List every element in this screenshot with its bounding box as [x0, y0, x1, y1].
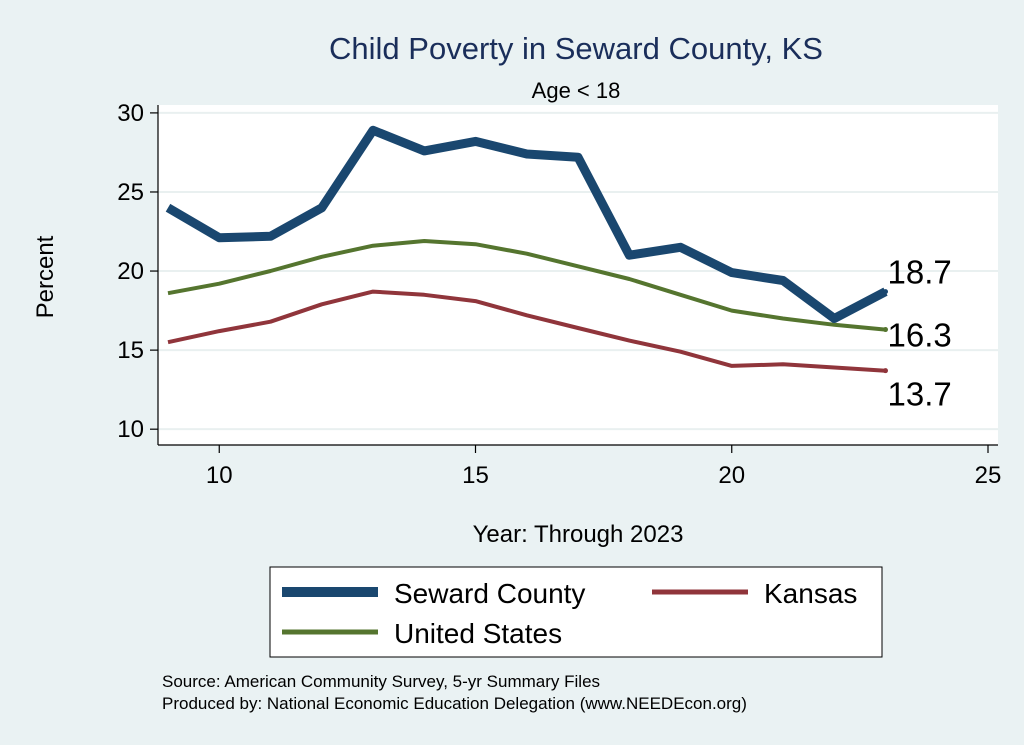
x-axis-title: Year: Through 2023	[473, 521, 684, 548]
end-label-kansas: 13.7	[888, 376, 952, 413]
legend-label-united-states: United States	[394, 618, 562, 649]
source-note: Source: American Community Survey, 5-yr …	[162, 672, 600, 691]
legend-label-seward-county: Seward County	[394, 578, 585, 609]
end-point-seward-county	[883, 289, 888, 295]
y-axis-title: Percent	[32, 235, 59, 318]
end-point-united-states	[883, 327, 888, 333]
chart-title: Child Poverty in Seward County, KS	[329, 31, 823, 66]
y-tick-label: 25	[117, 179, 144, 206]
series-line-seward-county	[165, 125, 888, 323]
y-tick-label: 30	[117, 100, 144, 127]
chart-subtitle: Age < 18	[532, 78, 621, 103]
grid	[158, 111, 998, 431]
ticks: 10 15 20 25 30 10 15 20 25	[117, 100, 1001, 489]
legend: Seward County Kansas United States	[269, 566, 883, 658]
legend-box	[269, 566, 883, 658]
x-tick-label: 25	[975, 462, 1002, 489]
end-labels: 18.7 16.3 13.7	[888, 254, 952, 413]
end-point-kansas	[883, 368, 888, 374]
x-tick-label: 20	[718, 462, 745, 489]
x-tick-label: 10	[206, 462, 233, 489]
series-line-united-states	[167, 239, 886, 332]
producer-note: Produced by: National Economic Education…	[162, 694, 747, 713]
y-tick-label: 20	[117, 258, 144, 285]
legend-label-kansas: Kansas	[764, 578, 857, 609]
series-line-kansas	[167, 289, 886, 373]
series	[165, 125, 888, 374]
x-tick-label: 15	[462, 462, 489, 489]
y-tick-label: 15	[117, 337, 144, 364]
end-label-united-states: 16.3	[888, 317, 952, 354]
end-label-seward-county: 18.7	[888, 254, 952, 291]
y-tick-label: 10	[117, 416, 144, 443]
